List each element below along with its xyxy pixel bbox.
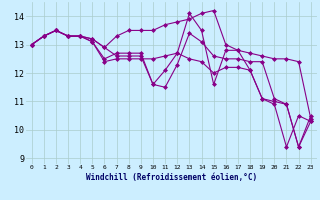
X-axis label: Windchill (Refroidissement éolien,°C): Windchill (Refroidissement éolien,°C): [86, 173, 257, 182]
